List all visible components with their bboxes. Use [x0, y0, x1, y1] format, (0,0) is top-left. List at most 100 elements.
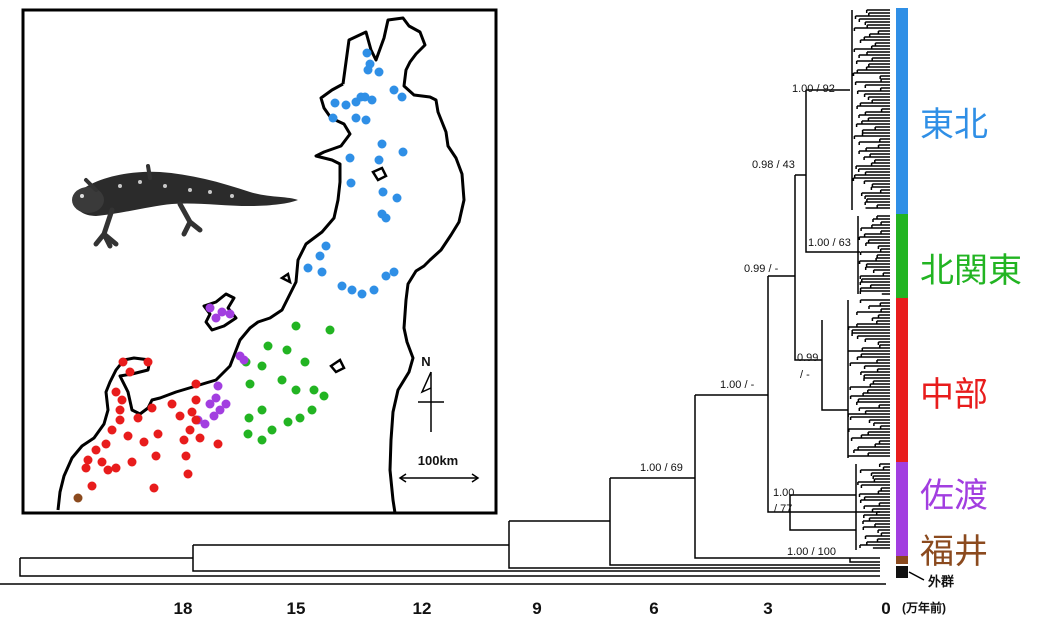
- sample-dot-chubu: [191, 379, 201, 389]
- sample-dot-tohoku: [321, 241, 331, 251]
- axis-tick-0: 0: [881, 599, 890, 618]
- sample-dot-sado: [239, 355, 249, 365]
- node-label-3: 1.00 / 63: [808, 237, 851, 249]
- tree-backbone: [19, 89, 880, 577]
- sample-dot-chubu: [195, 433, 205, 443]
- axis-tick-18: 18: [174, 599, 193, 618]
- sample-dot-tohoku: [369, 285, 379, 295]
- node-label-8: 1.00 / 69: [640, 462, 683, 474]
- sample-dot-chubu: [167, 399, 177, 409]
- sample-dot-chubu: [187, 407, 197, 417]
- sample-dot-tohoku: [389, 85, 399, 95]
- sample-dot-sado: [211, 313, 221, 323]
- outgroup-label: 外群: [927, 574, 954, 590]
- sample-dot-chubu: [147, 403, 157, 413]
- node-label-7b: / 77: [774, 503, 792, 515]
- coastline: [341, 16, 466, 514]
- lake-1: [371, 166, 388, 182]
- sample-dot-chubu: [153, 429, 163, 439]
- sample-dot-tohoku: [361, 115, 371, 125]
- sample-dot-tohoku: [347, 285, 357, 295]
- sample-dot-chubu: [191, 395, 201, 405]
- tree-tip-group: [857, 215, 890, 295]
- axis-unit: (万年前): [902, 600, 946, 615]
- sample-dot-kitakanto: [283, 417, 293, 427]
- sample-dot-sado: [211, 393, 221, 403]
- sample-dot-tohoku: [398, 147, 408, 157]
- sample-dot-tohoku: [377, 139, 387, 149]
- tree-tip-group: [847, 299, 890, 458]
- node-label-4: 0.99 / -: [744, 263, 779, 275]
- sample-dot-chubu: [101, 439, 111, 449]
- sample-dot-chubu: [103, 465, 113, 475]
- sample-dot-sado: [205, 399, 215, 409]
- sample-dot-tohoku: [351, 97, 361, 107]
- node-label-5a: 0.99: [797, 352, 818, 364]
- sample-dot-chubu: [127, 457, 137, 467]
- sample-dot-chubu: [179, 435, 189, 445]
- sample-dot-tohoku: [397, 92, 407, 102]
- sample-dot-sado: [213, 381, 223, 391]
- sample-dots: [73, 48, 408, 503]
- clade-bar-sado: [896, 462, 908, 556]
- sample-dot-kitakanto: [309, 385, 319, 395]
- clade-bar-chubu: [896, 298, 908, 462]
- sample-dot-chubu: [115, 405, 125, 415]
- sample-dot-tohoku: [367, 95, 377, 105]
- sample-dot-tohoku: [389, 267, 399, 277]
- axis-tick-6: 6: [649, 599, 658, 618]
- sample-dot-chubu: [111, 463, 121, 473]
- sample-dot-kitakanto: [295, 413, 305, 423]
- sample-dot-tohoku: [328, 113, 338, 123]
- sample-dot-tohoku: [317, 267, 327, 277]
- tree-tips: [847, 9, 890, 550]
- clade-bars: [896, 8, 908, 578]
- sample-dot-sado: [205, 303, 215, 313]
- sample-dot-chubu: [151, 451, 161, 461]
- node-labels: 1.00 / 92 0.98 / 43 1.00 / 63 0.99 / - 0…: [640, 83, 851, 558]
- sample-dot-tohoku: [374, 67, 384, 77]
- sample-dot-kitakanto: [257, 405, 267, 415]
- sample-dot-chubu: [213, 439, 223, 449]
- clade-bar-kitakanto: [896, 214, 908, 298]
- sample-dot-chubu: [175, 411, 185, 421]
- sample-dot-chubu: [133, 413, 143, 423]
- node-label-5b: / -: [800, 369, 810, 381]
- sample-dot-tohoku: [341, 100, 351, 110]
- axis-tick-15: 15: [287, 599, 306, 618]
- sample-dot-kitakanto: [263, 341, 273, 351]
- sample-dot-tohoku: [330, 98, 340, 108]
- sample-dot-chubu: [149, 483, 159, 493]
- sample-dot-kitakanto: [319, 391, 329, 401]
- sample-dot-kitakanto: [244, 413, 254, 423]
- sample-dot-chubu: [143, 357, 153, 367]
- salamander-photo: [72, 164, 299, 249]
- sample-dot-tohoku: [381, 271, 391, 281]
- sample-dot-tohoku: [381, 213, 391, 223]
- outgroup-pointer: [908, 571, 925, 581]
- sample-dot-chubu: [185, 425, 195, 435]
- node-label-9: 1.00 / 100: [787, 546, 836, 558]
- sample-dot-tohoku: [374, 155, 384, 165]
- clade-label-fukui: 福井: [920, 532, 988, 572]
- sample-dot-tohoku: [392, 193, 402, 203]
- sample-dot-kitakanto: [282, 345, 292, 355]
- north-arrow: N: [418, 354, 444, 432]
- sample-dot-kitakanto: [267, 425, 277, 435]
- sample-dot-chubu: [97, 457, 107, 467]
- sample-dot-sado: [225, 309, 235, 319]
- sample-dot-kitakanto: [243, 429, 253, 439]
- lake-3: [279, 271, 292, 285]
- clade-label-tohoku: 東北: [920, 105, 988, 145]
- sample-dot-chubu: [191, 415, 201, 425]
- sample-dot-chubu: [83, 455, 93, 465]
- north-label: N: [421, 354, 430, 369]
- sample-dot-sado: [221, 399, 231, 409]
- axis-tick-12: 12: [413, 599, 432, 618]
- sample-dot-chubu: [115, 415, 125, 425]
- clade-bar-fukui: [896, 556, 908, 564]
- scale-label: 100km: [418, 453, 458, 468]
- sample-dot-kitakanto: [291, 321, 301, 331]
- sample-dot-chubu: [181, 451, 191, 461]
